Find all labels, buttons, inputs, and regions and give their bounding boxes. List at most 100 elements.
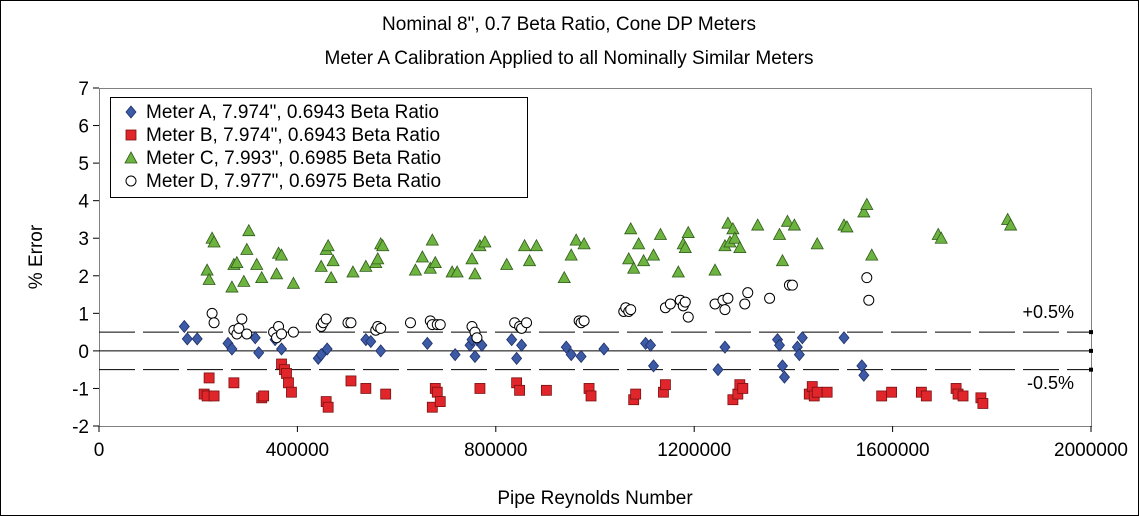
data-point-meter-a xyxy=(178,319,190,334)
data-point-meter-c xyxy=(250,257,264,270)
data-point-meter-c xyxy=(242,223,256,237)
data-point-meter-c xyxy=(772,227,787,240)
lower-limit-label: -0.5% xyxy=(1027,373,1074,393)
data-point-meter-b xyxy=(283,377,294,389)
data-point-meter-b xyxy=(203,372,215,384)
data-point-meter-c xyxy=(646,248,661,261)
data-point-meter-a xyxy=(421,336,433,351)
data-point-meter-c xyxy=(569,233,583,246)
x-tick-label: 1200000 xyxy=(657,440,731,461)
data-point-meter-a xyxy=(712,363,724,377)
legend-entry-meter-d: Meter D, 7.977", 0.6975 Beta Ratio xyxy=(146,171,441,192)
data-point-meter-a xyxy=(575,349,587,364)
data-point-meter-d xyxy=(742,287,754,299)
legend-entry-meter-a: Meter A, 7.974", 0.6943 Beta Ratio xyxy=(146,102,439,123)
data-point-meter-c xyxy=(726,221,740,235)
data-point-meter-d xyxy=(236,313,248,325)
data-point-meter-c xyxy=(202,272,216,285)
data-point-meter-b xyxy=(345,375,357,387)
reference-line-endpoint xyxy=(1089,367,1093,372)
data-point-meter-d xyxy=(404,317,416,329)
data-point-meter-a xyxy=(838,331,850,345)
data-point-meter-c xyxy=(631,237,646,250)
data-point-meter-b xyxy=(258,390,270,402)
data-point-meter-c xyxy=(359,259,373,272)
data-point-meter-c xyxy=(653,227,668,240)
data-point-meter-d xyxy=(739,298,751,310)
data-point-meter-c xyxy=(522,253,537,267)
data-point-meter-d xyxy=(208,317,220,329)
data-point-meter-d xyxy=(206,307,218,319)
data-point-meter-c xyxy=(500,257,514,270)
legend-box xyxy=(110,97,528,198)
data-point-meter-b xyxy=(920,390,932,402)
data-point-meter-b xyxy=(228,377,240,389)
data-point-meter-c xyxy=(376,238,390,252)
plot-area xyxy=(99,88,1092,427)
data-point-meter-a xyxy=(191,332,203,346)
data-point-meter-c xyxy=(577,237,591,250)
data-point-meter-c xyxy=(678,240,692,254)
data-point-meter-c xyxy=(708,263,722,276)
data-point-meter-a xyxy=(181,332,193,346)
data-point-meter-a xyxy=(315,348,327,362)
data-point-meter-a xyxy=(793,348,805,362)
data-point-meter-a xyxy=(511,351,523,366)
data-point-meter-d xyxy=(434,319,446,331)
data-point-meter-d xyxy=(625,304,637,316)
data-point-meter-a xyxy=(776,359,789,373)
reference-lines xyxy=(99,330,1093,372)
data-point-meter-b xyxy=(322,401,334,413)
axis-ticks: -2 -1 0 1 2 3 4 5 6 7 0 400000 800000 1200000 1600000 2… xyxy=(72,79,1128,461)
data-point-meter-d xyxy=(345,317,357,329)
data-point-meter-a xyxy=(778,370,790,384)
data-point-meter-d xyxy=(682,311,694,323)
data-point-meter-c xyxy=(237,274,251,287)
data-point-meter-b xyxy=(281,368,292,379)
data-point-meter-a xyxy=(565,348,577,362)
upper-limit-label: +0.5% xyxy=(1022,302,1074,322)
data-point-meter-c xyxy=(269,267,284,280)
data-point-meter-c xyxy=(934,231,948,244)
data-point-meter-c xyxy=(286,276,301,289)
data-point-meter-a xyxy=(469,349,481,364)
data-point-meter-c xyxy=(627,261,641,274)
data-point-meter-b xyxy=(630,388,642,400)
data-point-meter-a xyxy=(773,338,786,352)
data-point-meter-c xyxy=(671,265,686,278)
data-point-meter-d xyxy=(719,304,731,316)
data-point-meter-d xyxy=(764,292,776,304)
legend-marker-meter-a xyxy=(125,105,137,119)
chart-subtitle: Meter A Calibration Applied to all Nomin… xyxy=(325,48,814,69)
chart-title: Nominal 8", 0.7 Beta Ratio, Cone DP Mete… xyxy=(382,14,756,35)
data-point-meter-a xyxy=(226,342,238,356)
y-tick-label: -1 xyxy=(72,379,89,400)
data-point-meter-d xyxy=(786,279,798,291)
data-point-meter-c xyxy=(721,216,735,229)
data-point-meter-b xyxy=(811,386,823,398)
data-point-meter-c xyxy=(465,252,479,265)
data-point-meter-c xyxy=(529,238,544,252)
data-point-meter-c xyxy=(810,237,824,250)
data-point-meter-c xyxy=(557,270,571,284)
data-point-meter-c xyxy=(681,225,695,238)
x-tick-label: 0 xyxy=(94,440,105,461)
y-tick-label: 6 xyxy=(78,117,89,138)
data-point-meter-d xyxy=(664,298,676,310)
data-point-meter-c xyxy=(857,205,871,218)
data-point-meter-b xyxy=(977,398,989,409)
x-tick-label: 2000000 xyxy=(1054,440,1128,461)
data-point-meter-c xyxy=(733,240,747,254)
data-point-meter-b xyxy=(514,384,526,396)
data-point-meter-c xyxy=(207,235,221,248)
data-point-meter-b xyxy=(876,390,888,402)
y-tick-label: 3 xyxy=(78,229,89,250)
data-point-meter-b xyxy=(360,383,372,394)
data-point-meter-c xyxy=(775,253,790,267)
reference-line-endpoint xyxy=(1089,330,1093,335)
data-point-meter-c xyxy=(428,255,442,269)
data-point-meter-c xyxy=(200,263,214,276)
data-point-meter-c xyxy=(564,248,578,261)
data-point-meter-c xyxy=(728,231,742,244)
data-point-meter-b xyxy=(821,386,833,398)
